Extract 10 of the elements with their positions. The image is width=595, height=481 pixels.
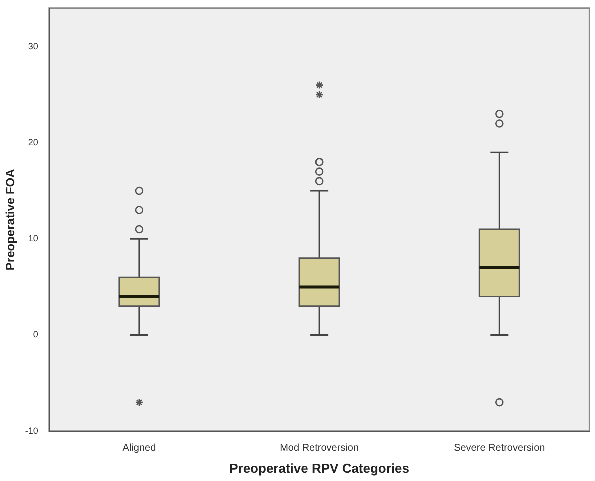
y-tick-label: 20 [28, 137, 38, 148]
x-tick-label: Severe Retroversion [454, 443, 546, 454]
x-axis-title: Preoperative RPV Categories [230, 460, 410, 476]
y-tick-label: 10 [28, 234, 38, 244]
x-tick-label: Aligned [122, 443, 156, 454]
y-tick-label: 0 [33, 330, 38, 340]
x-tick-label: Mod Retroversion [280, 443, 360, 454]
y-axis-title: Preoperative FOA [4, 168, 18, 271]
y-tick-label: -10 [25, 426, 38, 436]
y-tick-label: 30 [28, 41, 38, 52]
